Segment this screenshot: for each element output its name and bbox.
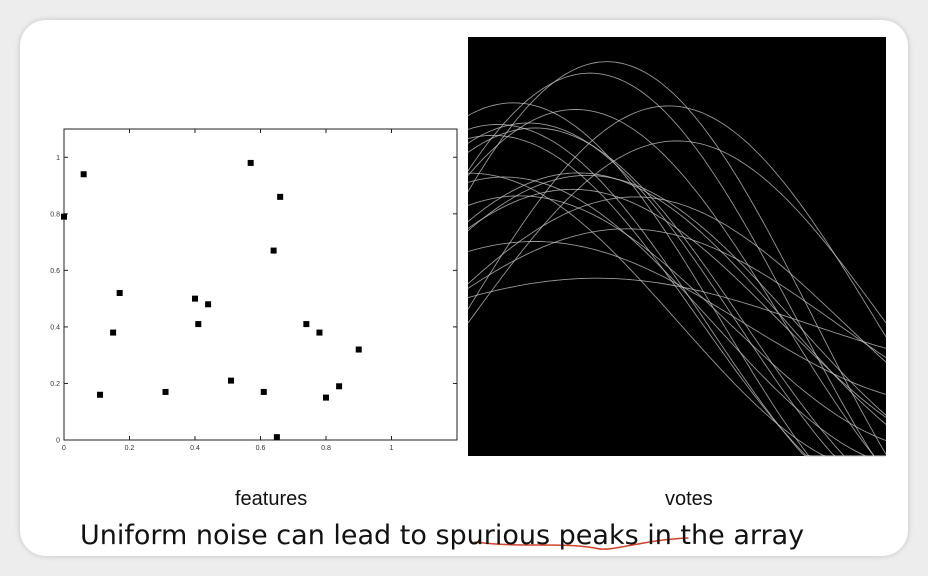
y-tick-label: 0.6 (50, 268, 60, 275)
feature-point (270, 247, 277, 254)
feature-point (116, 289, 123, 296)
y-tick-label: 0.4 (50, 324, 60, 331)
slide-statement: Uniform noise can lead to spurious peaks… (80, 520, 805, 551)
feature-point (247, 159, 254, 166)
vote-curve (467, 105, 887, 338)
feature-point (336, 383, 343, 390)
x-tick-label: 0.8 (321, 445, 331, 452)
feature-points (61, 159, 362, 441)
feature-point (277, 193, 284, 200)
vote-curve (467, 277, 887, 349)
y-tick-label: 0 (56, 438, 60, 445)
votes-plot (467, 37, 887, 457)
y-tick-label: 1 (56, 155, 60, 162)
handwritten-underline (474, 537, 689, 550)
vote-curve (467, 61, 887, 455)
x-axis-ticks: 0 0.2 0.4 0.6 0.8 1 (62, 129, 394, 452)
feature-point (61, 213, 67, 220)
y-tick-label: 0.8 (50, 211, 60, 218)
votes-caption: votes (665, 488, 713, 510)
x-tick-label: 0.2 (125, 445, 135, 452)
feature-point (110, 329, 117, 336)
votes-accumulator-background (468, 37, 886, 456)
feature-point (355, 346, 362, 353)
feature-point (228, 377, 235, 384)
feature-point (273, 434, 280, 441)
y-axis-ticks: 0 0.2 0.4 0.6 0.8 1 (50, 155, 457, 445)
feature-point (97, 391, 104, 398)
x-tick-label: 1 (390, 445, 394, 452)
x-tick-label: 0 (62, 445, 66, 452)
feature-point (323, 394, 329, 401)
vote-curve (467, 127, 886, 457)
features-plot-frame (63, 128, 458, 441)
y-tick-label: 0.2 (50, 381, 60, 388)
feature-point (192, 295, 198, 302)
feature-point (205, 301, 212, 308)
votes-curves (467, 61, 887, 457)
vote-curve (467, 102, 886, 457)
feature-point (80, 171, 87, 178)
vote-curve (467, 140, 887, 324)
vote-curve (467, 72, 886, 457)
vote-curve (468, 172, 886, 457)
vote-curve (467, 195, 887, 441)
feature-point (162, 388, 169, 395)
x-tick-label: 0.4 (190, 445, 200, 452)
x-tick-label: 0.6 (256, 445, 266, 452)
slide-card: 0 0.2 0.4 0.6 0.8 1 0 0.2 0.4 0.6 0.8 1 features v… (20, 20, 908, 556)
vote-curve (467, 174, 887, 416)
features-plot: 0 0.2 0.4 0.6 0.8 1 0 0.2 0.4 0.6 0.8 1 (50, 128, 458, 452)
feature-point (303, 321, 310, 328)
vote-curve (467, 176, 886, 457)
feature-point (316, 329, 323, 336)
vote-curve (467, 108, 886, 457)
feature-point (195, 321, 202, 328)
vote-curve (467, 122, 886, 457)
figure-canvas: 0 0.2 0.4 0.6 0.8 1 0 0.2 0.4 0.6 0.8 1 (50, 37, 887, 550)
vote-curve (467, 196, 887, 363)
features-caption: features (235, 488, 308, 510)
feature-point (260, 388, 267, 395)
